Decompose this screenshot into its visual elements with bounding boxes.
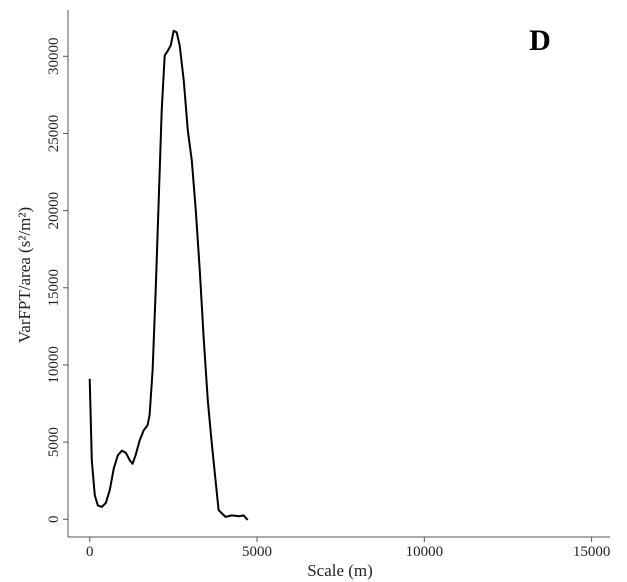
y-tick-label: 15000: [46, 269, 62, 307]
x-axis-label: Scale (m): [307, 561, 373, 580]
panel-label: D: [529, 24, 551, 57]
y-tick-label: 25000: [46, 115, 62, 153]
x-tick-label: 5000: [242, 544, 272, 560]
y-tick-label: 20000: [46, 192, 62, 230]
y-tick-label: 0: [46, 516, 62, 524]
data-line: [88, 29, 249, 521]
y-axis-label: VarFPT/area (s²/m²): [15, 207, 34, 343]
x-tick-label: 0: [86, 544, 94, 560]
y-tick-label: 5000: [46, 427, 62, 457]
x-tick-label: 10000: [406, 544, 444, 560]
x-tick-label: 15000: [573, 544, 611, 560]
y-tick-label: 30000: [46, 38, 62, 76]
y-tick-label: 10000: [46, 346, 62, 384]
